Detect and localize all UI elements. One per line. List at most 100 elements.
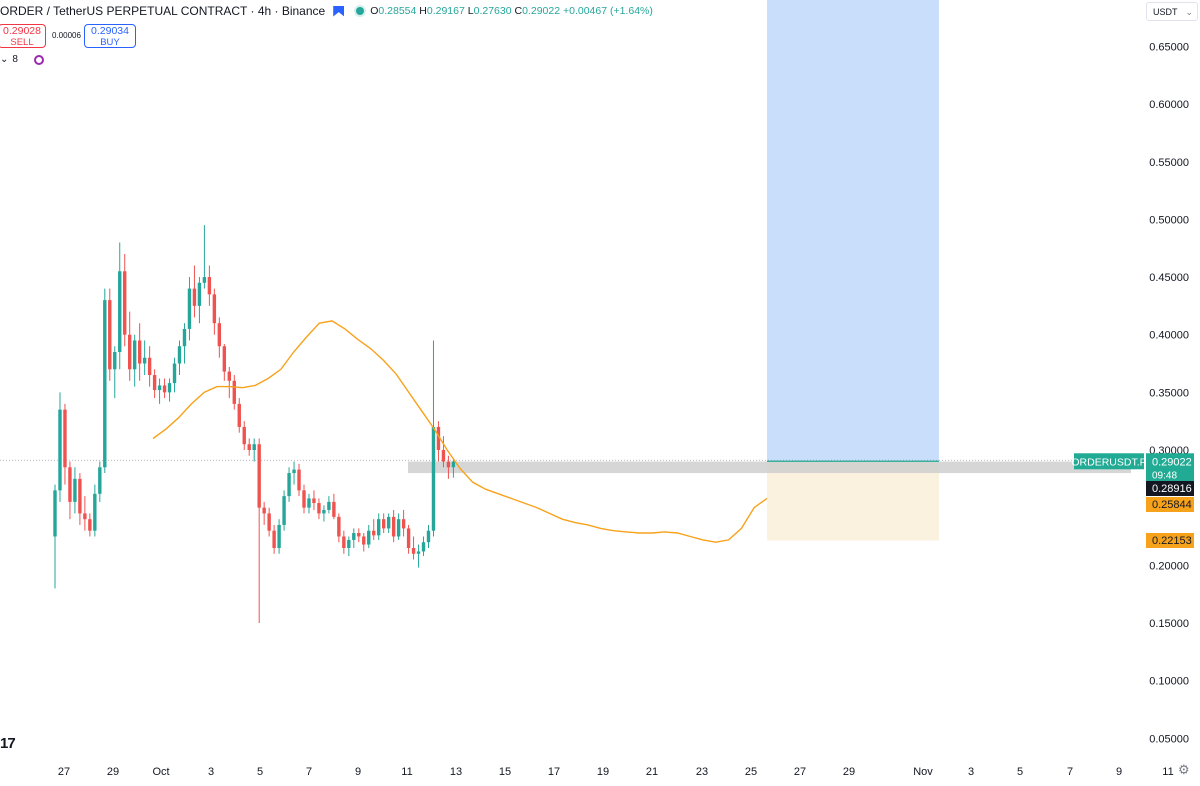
candle-body[interactable]: [237, 403, 241, 427]
candle-body[interactable]: [272, 530, 276, 549]
last-price-box[interactable]: [1146, 453, 1194, 484]
candle-body[interactable]: [357, 533, 361, 537]
candle-body[interactable]: [267, 513, 271, 531]
candle-body[interactable]: [222, 346, 227, 372]
candle-body[interactable]: [207, 277, 212, 295]
candle-body[interactable]: [337, 516, 341, 537]
candle-body[interactable]: [167, 383, 172, 393]
indicators-toggle[interactable]: ⌄ 8: [0, 54, 44, 65]
candle-body[interactable]: [132, 340, 137, 370]
candle-body[interactable]: [381, 519, 386, 529]
stop-loss-zone[interactable]: [767, 461, 939, 541]
candle-body[interactable]: [88, 519, 92, 531]
candle-body[interactable]: [192, 288, 197, 306]
candle-body[interactable]: [312, 498, 316, 504]
candle-body[interactable]: [232, 380, 236, 404]
buy-button[interactable]: 0.29034 BUY: [84, 24, 136, 48]
symbol-tag-box[interactable]: [1074, 453, 1144, 470]
candle-body[interactable]: [406, 528, 411, 549]
candle-body[interactable]: [262, 507, 266, 514]
candle-body[interactable]: [147, 357, 152, 376]
candle-body[interactable]: [182, 328, 187, 347]
candle-body[interactable]: [177, 346, 182, 364]
candle-body[interactable]: [137, 340, 142, 364]
candle-body[interactable]: [401, 519, 406, 529]
candle-body[interactable]: [83, 513, 87, 520]
candle-body[interactable]: [187, 288, 192, 329]
chevron-down-icon[interactable]: ⌄: [0, 54, 9, 65]
candle-body[interactable]: [416, 551, 421, 554]
candle-body[interactable]: [317, 503, 321, 514]
moving-average-line[interactable]: [152, 320, 768, 543]
candle-body[interactable]: [252, 444, 256, 450]
candle-body[interactable]: [282, 496, 286, 525]
candle-body[interactable]: [128, 334, 132, 370]
candle-body[interactable]: [227, 371, 231, 381]
candle-body[interactable]: [103, 300, 107, 468]
candle-body[interactable]: [257, 444, 261, 508]
candle-body[interactable]: [446, 461, 451, 468]
candle-body[interactable]: [421, 542, 426, 552]
candle-body[interactable]: [247, 444, 251, 450]
candle-body[interactable]: [277, 524, 281, 549]
candle-body[interactable]: [327, 501, 331, 510]
candle-body[interactable]: [202, 277, 207, 283]
candle-body[interactable]: [287, 473, 291, 497]
candle-body[interactable]: [436, 426, 441, 450]
support-resistance-zone[interactable]: [408, 461, 1131, 474]
candle-body[interactable]: [347, 539, 351, 549]
candle-body[interactable]: [197, 282, 202, 306]
candle-body[interactable]: [322, 509, 326, 514]
candle-body[interactable]: [93, 493, 97, 531]
candle-body[interactable]: [142, 357, 147, 364]
candle-body[interactable]: [441, 450, 446, 462]
candle-body[interactable]: [332, 501, 336, 517]
candle-body[interactable]: [123, 271, 127, 335]
candle-body[interactable]: [108, 300, 112, 370]
sell-button[interactable]: 0.29028 SELL: [0, 24, 46, 48]
candle-body[interactable]: [152, 375, 157, 391]
candle-body[interactable]: [217, 323, 222, 347]
candle-body[interactable]: [212, 294, 217, 324]
candle-body[interactable]: [342, 536, 346, 549]
candle-body[interactable]: [352, 533, 356, 540]
x-tick-label: 15: [499, 766, 511, 778]
symbol-title[interactable]: ORDER / TetherUS PERPETUAL CONTRACT · 4h…: [0, 4, 326, 18]
candle-body[interactable]: [157, 385, 162, 391]
candle-body[interactable]: [58, 409, 62, 491]
profit-zone[interactable]: [767, 0, 939, 462]
candle-body[interactable]: [391, 516, 396, 537]
candle-body[interactable]: [242, 426, 246, 445]
candle-body[interactable]: [367, 530, 371, 545]
stop-level-box: [1146, 533, 1194, 548]
candle-body[interactable]: [162, 385, 167, 393]
candle-body[interactable]: [98, 467, 102, 494]
candle-body[interactable]: [411, 548, 416, 554]
candle-body[interactable]: [372, 530, 376, 536]
candle-body[interactable]: [68, 467, 72, 502]
candle-body[interactable]: [113, 351, 117, 370]
flag-icon[interactable]: [333, 5, 345, 17]
candle-body[interactable]: [362, 536, 366, 545]
candle-body[interactable]: [292, 469, 296, 474]
candle-body[interactable]: [78, 478, 82, 514]
candle-body[interactable]: [426, 530, 431, 543]
candle-body[interactable]: [302, 490, 306, 508]
settings-icon[interactable]: ⚙: [1178, 762, 1190, 777]
candle-body[interactable]: [307, 498, 311, 508]
candle-body[interactable]: [396, 519, 401, 537]
candle-body[interactable]: [386, 516, 391, 529]
candle-body[interactable]: [451, 461, 456, 468]
x-tick-label: Nov: [913, 766, 933, 778]
candle-body[interactable]: [297, 469, 301, 491]
currency-select[interactable]: USDT ⌄: [1146, 2, 1198, 21]
candle-body[interactable]: [53, 490, 57, 537]
candle-body[interactable]: [431, 426, 436, 531]
candle-body[interactable]: [73, 478, 77, 502]
candle-body[interactable]: [118, 271, 122, 352]
candle-body[interactable]: [172, 363, 177, 384]
candle-body[interactable]: [377, 519, 381, 536]
candle-body[interactable]: [63, 409, 67, 468]
